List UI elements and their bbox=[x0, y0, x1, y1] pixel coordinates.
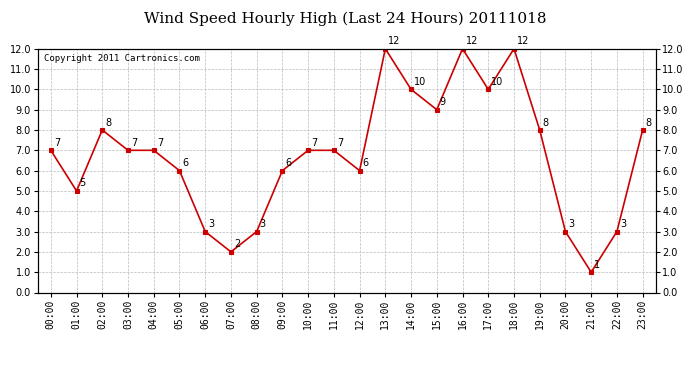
Text: 12: 12 bbox=[517, 36, 529, 46]
Text: 10: 10 bbox=[491, 77, 504, 87]
Text: 7: 7 bbox=[54, 138, 60, 148]
Text: 7: 7 bbox=[311, 138, 317, 148]
Text: 8: 8 bbox=[646, 118, 652, 128]
Text: 7: 7 bbox=[337, 138, 343, 148]
Text: 7: 7 bbox=[131, 138, 137, 148]
Text: Copyright 2011 Cartronics.com: Copyright 2011 Cartronics.com bbox=[44, 54, 200, 63]
Text: 2: 2 bbox=[234, 240, 240, 249]
Text: 1: 1 bbox=[594, 260, 600, 270]
Text: 7: 7 bbox=[157, 138, 163, 148]
Text: 6: 6 bbox=[286, 158, 292, 168]
Text: 9: 9 bbox=[440, 97, 446, 107]
Text: 12: 12 bbox=[466, 36, 478, 46]
Text: 8: 8 bbox=[543, 118, 549, 128]
Text: 8: 8 bbox=[106, 118, 112, 128]
Text: Wind Speed Hourly High (Last 24 Hours) 20111018: Wind Speed Hourly High (Last 24 Hours) 2… bbox=[144, 11, 546, 26]
Text: 6: 6 bbox=[183, 158, 188, 168]
Text: 3: 3 bbox=[569, 219, 575, 229]
Text: 12: 12 bbox=[388, 36, 401, 46]
Text: 3: 3 bbox=[259, 219, 266, 229]
Text: 3: 3 bbox=[620, 219, 626, 229]
Text: 6: 6 bbox=[363, 158, 368, 168]
Text: 3: 3 bbox=[208, 219, 215, 229]
Text: 10: 10 bbox=[414, 77, 426, 87]
Text: 5: 5 bbox=[79, 178, 86, 189]
